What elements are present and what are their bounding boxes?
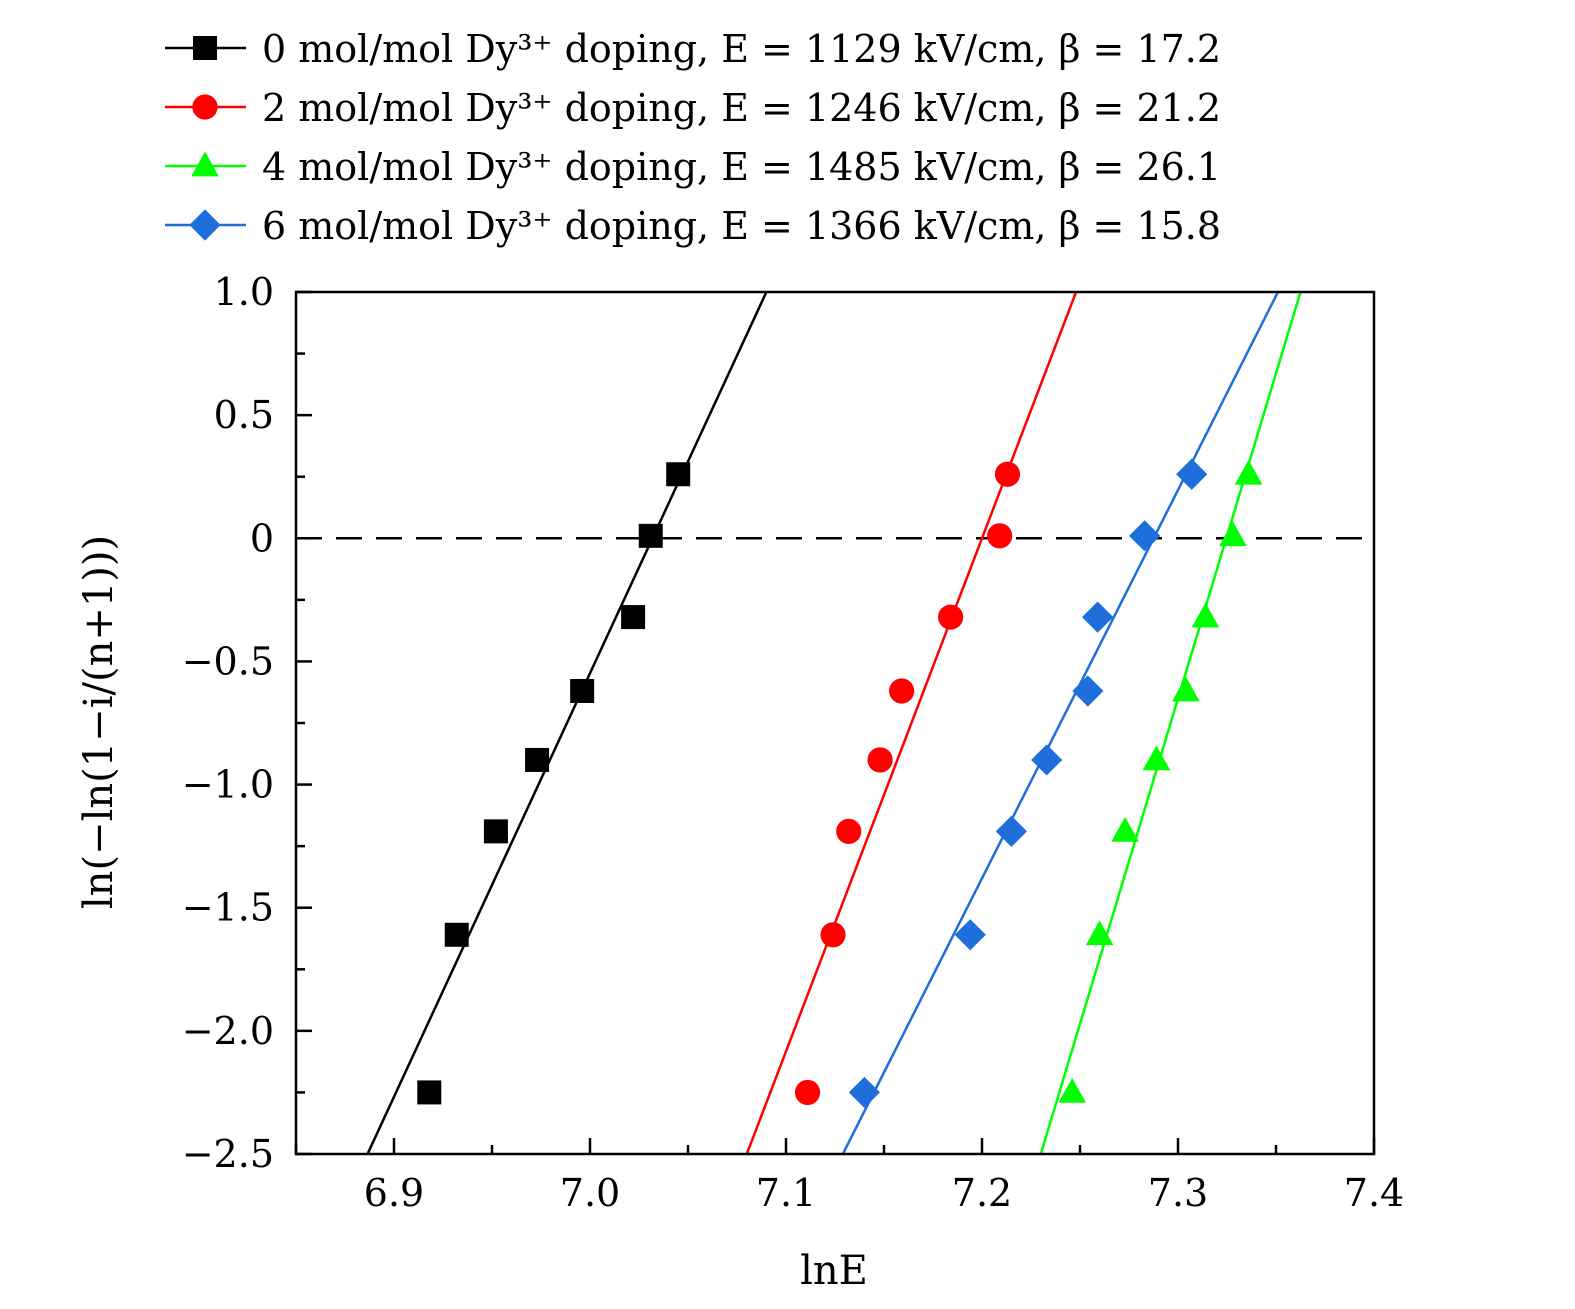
fit-line-3 <box>841 292 1280 1154</box>
y-tick-label: −0.5 <box>182 639 274 683</box>
legend-item-2: 4 mol/mol Dy³⁺ doping, E = 1485 kV/cm, β… <box>165 145 1221 189</box>
legend-label: 2 mol/mol Dy³⁺ doping, E = 1246 kV/cm, β… <box>262 86 1221 130</box>
data-point-0-7 <box>666 462 691 487</box>
data-point-0-2 <box>483 819 508 844</box>
legend-item-3: 6 mol/mol Dy³⁺ doping, E = 1366 kV/cm, β… <box>165 204 1221 248</box>
fit-line-2 <box>1039 292 1302 1154</box>
legend-marker <box>192 94 218 120</box>
fit-line-0 <box>366 292 768 1154</box>
data-point-1-5 <box>938 604 964 630</box>
data-point-3-0 <box>848 1076 880 1109</box>
data-point-2-3 <box>1142 745 1171 771</box>
data-point-0-0 <box>417 1080 442 1105</box>
x-tick-label: 6.9 <box>364 1171 424 1215</box>
y-axis-label: ln(−ln(1−i/(n+1))) <box>76 535 122 909</box>
x-tick-label: 7.3 <box>1148 1171 1208 1215</box>
data-point-3-3 <box>1031 744 1063 776</box>
y-tick-label: −1.0 <box>182 763 274 807</box>
x-axis-label: lnE <box>800 1248 868 1294</box>
data-point-2-2 <box>1111 816 1139 842</box>
data-point-3-7 <box>1176 458 1208 490</box>
y-tick-label: −1.5 <box>182 886 274 930</box>
data-point-0-5 <box>621 605 646 630</box>
data-point-0-4 <box>570 678 595 703</box>
legend-marker <box>191 151 219 177</box>
series-2 <box>1039 292 1302 1154</box>
legend-marker <box>193 36 217 60</box>
legend-item-0: 0 mol/mol Dy³⁺ doping, E = 1129 kV/cm, β… <box>165 27 1221 71</box>
legend-item-1: 2 mol/mol Dy³⁺ doping, E = 1246 kV/cm, β… <box>165 86 1221 130</box>
data-point-3-5 <box>1082 601 1114 633</box>
data-point-2-0 <box>1058 1077 1086 1103</box>
series-3 <box>841 292 1280 1154</box>
series-0 <box>366 292 768 1154</box>
data-point-2-6 <box>1219 521 1247 547</box>
data-point-1-2 <box>836 818 862 844</box>
legend-label: 0 mol/mol Dy³⁺ doping, E = 1129 kV/cm, β… <box>262 27 1221 71</box>
legend-label: 4 mol/mol Dy³⁺ doping, E = 1485 kV/cm, β… <box>262 145 1221 189</box>
legend-label: 6 mol/mol Dy³⁺ doping, E = 1366 kV/cm, β… <box>262 204 1221 248</box>
data-point-1-1 <box>820 922 846 948</box>
x-tick-label: 7.2 <box>952 1171 1012 1215</box>
x-tick-label: 7.0 <box>560 1171 620 1215</box>
data-point-0-1 <box>444 922 469 947</box>
data-point-1-0 <box>794 1079 821 1106</box>
x-tick-label: 7.4 <box>1344 1171 1404 1215</box>
data-point-2-4 <box>1172 676 1200 702</box>
y-axis: 1.0 0.5 0 −0.5 −1.0 −1.5 −2.0 −2.5 <box>182 270 312 1176</box>
y-tick-label: −2.0 <box>182 1009 274 1053</box>
data-point-0-6 <box>638 523 663 548</box>
y-tick-label: 0.5 <box>214 393 274 437</box>
y-tick-label: −2.5 <box>182 1132 274 1176</box>
data-point-2-5 <box>1191 602 1220 628</box>
data-point-3-2 <box>995 815 1027 847</box>
data-point-2-1 <box>1085 920 1114 946</box>
x-tick-label: 7.1 <box>756 1171 816 1215</box>
data-point-2-7 <box>1234 459 1263 485</box>
data-point-0-3 <box>525 747 550 772</box>
y-tick-label: 1.0 <box>214 270 274 314</box>
data-point-3-6 <box>1129 520 1161 552</box>
legend: 0 mol/mol Dy³⁺ doping, E = 1129 kV/cm, β… <box>165 27 1221 248</box>
series-1 <box>745 292 1078 1154</box>
data-point-1-4 <box>889 678 915 704</box>
data-point-1-3 <box>867 747 893 773</box>
data-point-1-6 <box>987 523 1013 549</box>
fit-line-1 <box>745 292 1078 1154</box>
data-point-3-1 <box>954 919 986 951</box>
legend-marker <box>189 209 221 241</box>
x-axis: 6.9 7.0 7.1 7.2 7.3 7.4 <box>294 1138 1404 1215</box>
data-point-3-4 <box>1072 675 1104 707</box>
data-point-1-7 <box>994 461 1021 487</box>
y-tick-label: 0 <box>250 516 274 560</box>
plot-area <box>294 290 1376 1156</box>
